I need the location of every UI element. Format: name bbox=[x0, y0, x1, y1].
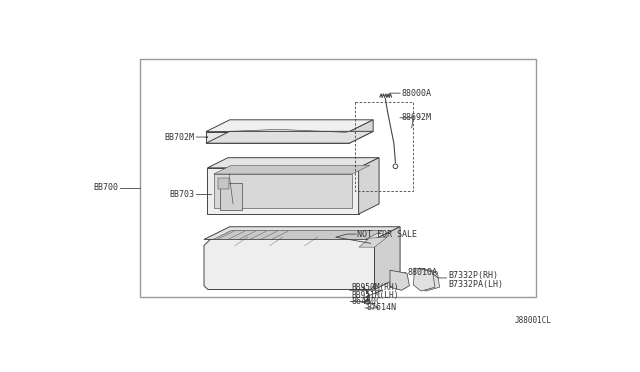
Polygon shape bbox=[358, 158, 379, 214]
Polygon shape bbox=[220, 183, 241, 210]
Text: 88000A: 88000A bbox=[402, 89, 431, 97]
Polygon shape bbox=[214, 174, 353, 208]
Polygon shape bbox=[413, 268, 435, 291]
Polygon shape bbox=[218, 178, 229, 189]
Polygon shape bbox=[206, 131, 373, 143]
Polygon shape bbox=[204, 227, 400, 240]
Polygon shape bbox=[204, 240, 374, 289]
Text: J88001CL: J88001CL bbox=[514, 316, 551, 325]
Text: BB700: BB700 bbox=[93, 183, 119, 192]
Text: 87614N: 87614N bbox=[367, 304, 397, 312]
Text: BB702M: BB702M bbox=[164, 132, 195, 141]
Text: BB950M(RH): BB950M(RH) bbox=[351, 283, 399, 292]
Bar bbox=[140, 58, 536, 297]
Polygon shape bbox=[213, 231, 383, 240]
Text: B7332P(RH): B7332P(RH) bbox=[448, 271, 498, 280]
Polygon shape bbox=[418, 268, 440, 291]
Text: NOT FOR SALE: NOT FOR SALE bbox=[358, 230, 417, 238]
Text: B7332PA(LH): B7332PA(LH) bbox=[448, 280, 503, 289]
Polygon shape bbox=[207, 158, 379, 168]
Polygon shape bbox=[214, 166, 370, 174]
Polygon shape bbox=[206, 132, 349, 143]
Text: BB951M(LH): BB951M(LH) bbox=[351, 291, 399, 300]
Circle shape bbox=[365, 299, 370, 304]
Text: BB703: BB703 bbox=[170, 189, 195, 199]
Text: 86450C: 86450C bbox=[351, 296, 381, 305]
Polygon shape bbox=[374, 227, 400, 289]
Text: 88692M: 88692M bbox=[402, 113, 431, 122]
Polygon shape bbox=[359, 237, 387, 247]
Polygon shape bbox=[390, 270, 410, 290]
Text: 88010A: 88010A bbox=[407, 268, 437, 277]
Polygon shape bbox=[349, 120, 373, 143]
Polygon shape bbox=[207, 168, 358, 214]
Polygon shape bbox=[206, 120, 373, 132]
